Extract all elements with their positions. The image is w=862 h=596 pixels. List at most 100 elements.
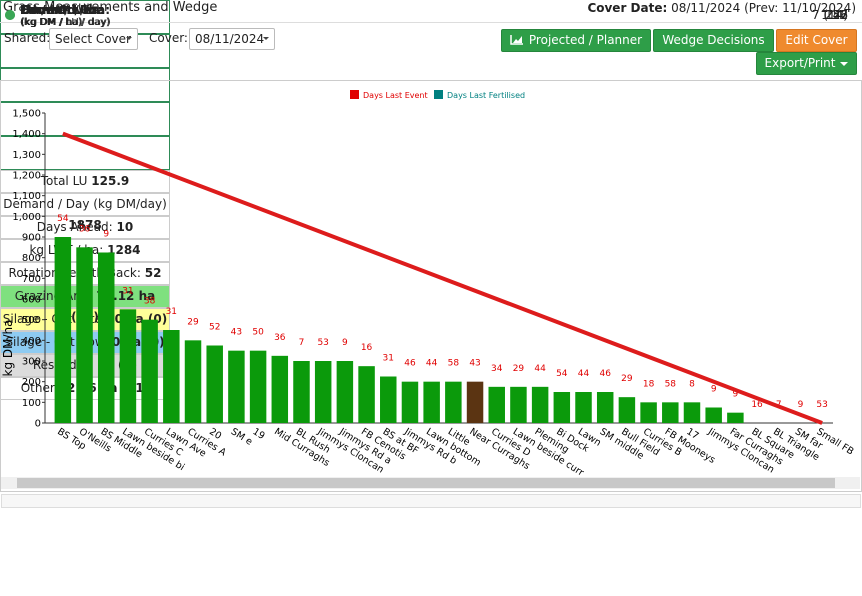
days-label: 46: [404, 359, 416, 369]
y-tick-label: 500: [22, 315, 41, 326]
legend-swatch: [434, 90, 443, 99]
days-label: 8: [689, 379, 695, 389]
bar: [271, 355, 289, 423]
days-label: 16: [361, 343, 373, 353]
y-tick-label: 700: [22, 274, 41, 285]
stat-value: 7 (14): [811, 8, 848, 22]
cover-label: Cover:: [149, 31, 188, 45]
spacer-bar: [1, 494, 861, 508]
cover-date: Cover Date: 08/11/2024 (Prev: 11/10/2024…: [587, 1, 856, 15]
bar: [510, 386, 527, 423]
days-label: 31: [122, 286, 133, 296]
bar: [336, 361, 354, 423]
stat-sub: (kg DM / ha / day): [21, 17, 111, 28]
y-tick-label: 1,200: [12, 171, 41, 182]
stat-value: 52: [144, 266, 162, 280]
bar: [488, 386, 505, 423]
days-label: 16: [751, 400, 763, 410]
days-label: 9: [798, 400, 804, 410]
stat-sub: (kg DM / ha): [20, 17, 82, 28]
bar: [445, 381, 462, 423]
scrollbar[interactable]: [1, 477, 860, 489]
days-label: 9: [733, 390, 739, 400]
days-label: 9: [342, 338, 348, 348]
cover-date-value: 08/11/2024 (Prev: 11/10/2024): [671, 1, 856, 15]
days-label: 54: [556, 369, 568, 379]
stat-card: Growth / ha: (kg DM / ha / day) 7 (14): [0, 3, 848, 102]
days-label: 18: [643, 379, 655, 389]
y-tick-label: 0: [35, 419, 41, 430]
stat-value: 26: [832, 8, 848, 22]
stat-card: LU / ha: 1.72: [0, 3, 848, 170]
stat-label: Demand / ha:: [20, 3, 111, 17]
legend-label: Days Last Fertilised: [447, 91, 525, 100]
bar: [206, 345, 223, 423]
chart: kg DM/ha 0 100 200 300 400 500 600 700 800 900 1,0…: [1, 90, 855, 476]
projected-button[interactable]: Projected / Planner: [501, 29, 651, 52]
wedge-line: [62, 131, 823, 425]
bar: [423, 381, 440, 423]
bar: [380, 376, 397, 423]
cover-date-label: Cover Date:: [587, 1, 668, 15]
export-button[interactable]: Export/Print: [756, 52, 857, 75]
scroll-thumb[interactable]: [17, 478, 835, 488]
stat-label: Cover / LU:: [21, 3, 95, 17]
days-label: 43: [231, 328, 242, 338]
button-label: Projected / Planner: [528, 33, 643, 47]
days-label: 43: [469, 359, 480, 369]
bar: [249, 350, 267, 423]
bar: [97, 252, 115, 423]
stat-label: Total LU: [40, 174, 88, 188]
stat-sub: (kg DM / LU): [21, 17, 83, 28]
stat-cell: Days Ahead: 10: [0, 216, 170, 239]
days-label: 52: [209, 323, 220, 333]
wedge-decisions-button[interactable]: Wedge Decisions: [653, 29, 774, 52]
days-label: 31: [383, 354, 394, 364]
y-tick-label: 900: [22, 233, 41, 244]
stat-label: Growth / ha:: [21, 3, 105, 17]
y-axis-label: kg DM/ha: [1, 320, 15, 377]
caret: [840, 62, 849, 70]
cover-select[interactable]: 08/11/2024: [189, 28, 275, 50]
y-tick-label: 200: [22, 377, 41, 388]
stat-value: 1.72: [821, 8, 848, 22]
days-label: 34: [491, 364, 503, 374]
stat-value: 147: [825, 8, 848, 22]
chart-icon: [510, 35, 523, 45]
stat-value: 1284: [107, 243, 141, 257]
days-label: 44: [534, 364, 546, 374]
days-label: 9: [711, 385, 717, 395]
y-tick-label: 1,000: [12, 212, 41, 223]
stat-label: Days Ahead:: [36, 220, 113, 234]
y-tick-label: 100: [22, 398, 41, 409]
days-label: 58: [448, 359, 460, 369]
bar: [727, 412, 744, 423]
stat-value: 10: [116, 220, 134, 234]
bar: [596, 392, 614, 423]
bar: [683, 402, 701, 423]
x-tick-label: SM e: [229, 426, 255, 448]
bar: [531, 386, 549, 423]
edit-cover-button[interactable]: Edit Cover: [776, 29, 857, 52]
bar: [293, 361, 310, 423]
days-label: 31: [166, 307, 177, 317]
shared-select[interactable]: Select Cover: [49, 28, 138, 50]
days-label: 46: [599, 369, 611, 379]
days-label: 29: [621, 374, 633, 384]
days-label: 50: [252, 328, 264, 338]
stat-sub: (kg DM / ha / day): [20, 17, 110, 28]
bar: [228, 350, 245, 423]
days-label: 29: [187, 317, 199, 327]
y-tick-label: 800: [22, 253, 41, 264]
days-label: 38: [144, 297, 156, 307]
y-tick-label: 1,300: [12, 150, 41, 161]
bar: [119, 309, 137, 423]
days-label: 53: [816, 400, 827, 410]
days-label: 36: [274, 333, 286, 343]
bar: [466, 381, 484, 423]
bar: [184, 340, 202, 423]
bar: [76, 247, 93, 423]
stat-value: 253: [825, 8, 848, 22]
bar: [141, 319, 158, 423]
bar: [662, 402, 679, 423]
